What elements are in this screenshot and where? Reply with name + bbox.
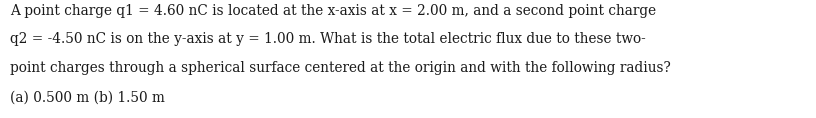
Text: A point charge q1 = 4.60 nC is located at the x-axis at x = 2.00 m, and a second: A point charge q1 = 4.60 nC is located a…	[10, 4, 656, 18]
Text: q2 = -4.50 nC is on the y-axis at y = 1.00 m. What is the total electric flux du: q2 = -4.50 nC is on the y-axis at y = 1.…	[10, 32, 645, 46]
Text: point charges through a spherical surface centered at the origin and with the fo: point charges through a spherical surfac…	[10, 61, 671, 75]
Text: (a) 0.500 m (b) 1.50 m: (a) 0.500 m (b) 1.50 m	[10, 90, 165, 104]
